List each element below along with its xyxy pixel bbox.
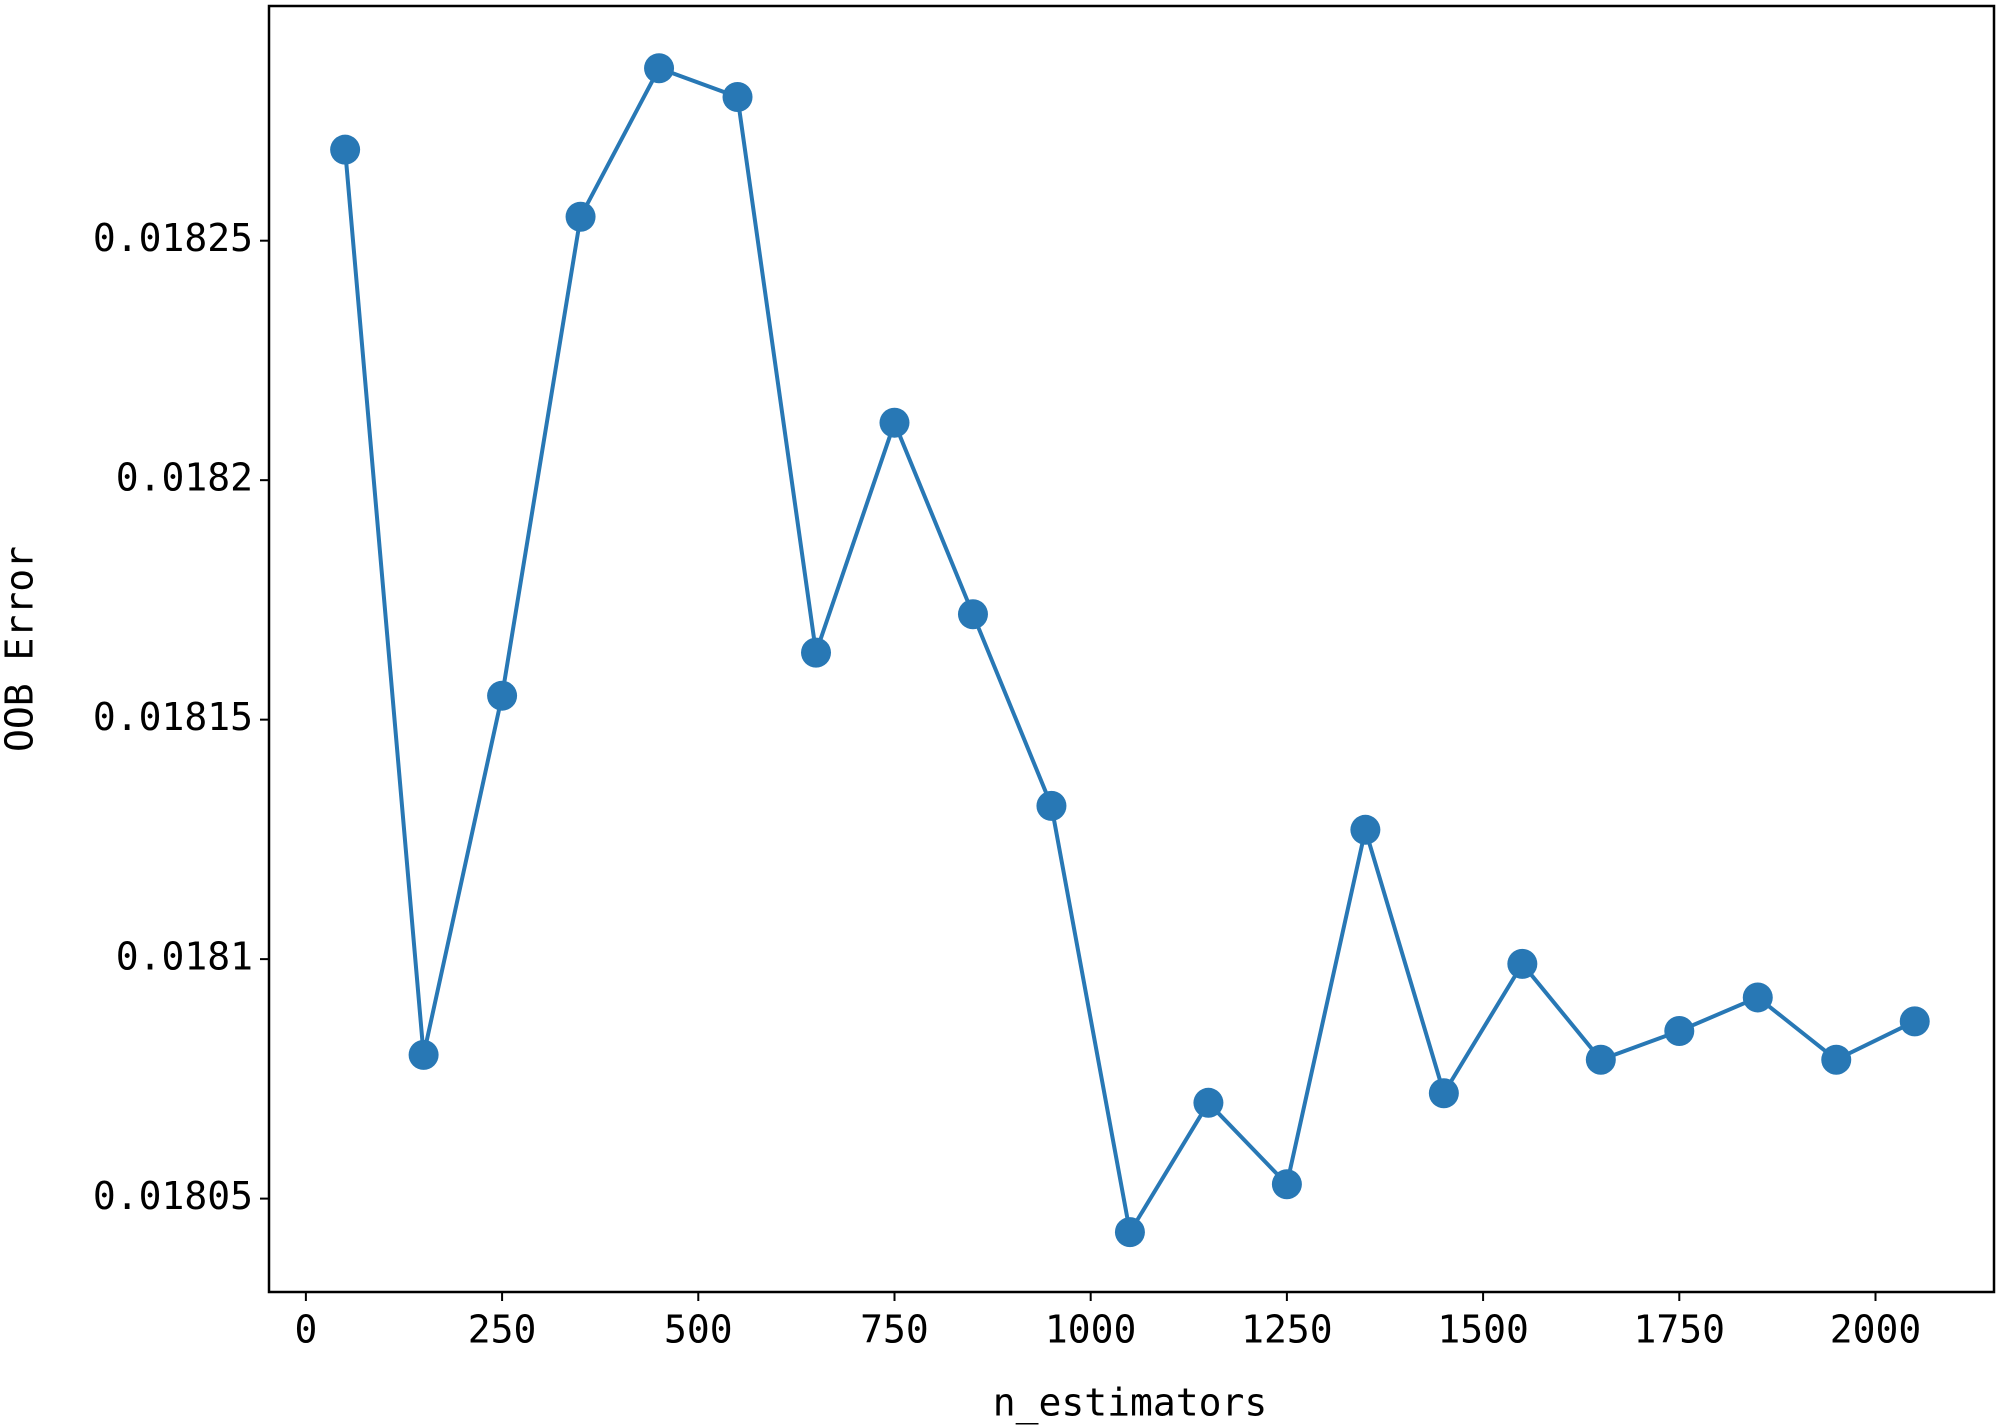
marker: [1350, 814, 1381, 845]
marker: [644, 53, 675, 84]
marker: [408, 1039, 439, 1070]
marker: [1585, 1044, 1616, 1075]
x-tick-label: 1500: [1437, 1308, 1529, 1352]
marker: [722, 82, 753, 113]
x-tick-label: 1750: [1634, 1308, 1726, 1352]
marker: [1114, 1217, 1145, 1248]
marker: [1664, 1015, 1695, 1046]
x-tick-label: 1250: [1241, 1308, 1333, 1352]
x-tick-label: 1000: [1045, 1308, 1137, 1352]
y-tick-label: 0.01825: [93, 216, 253, 260]
marker: [957, 599, 988, 630]
x-axis-label: n_estimators: [993, 1381, 1268, 1426]
marker: [565, 201, 596, 232]
x-tick-label: 0: [294, 1308, 317, 1352]
line: [343, 65, 1916, 1238]
y-tick-label: 0.01805: [93, 1174, 253, 1218]
y-tick-label: 0.0181: [116, 935, 253, 979]
x-tick-label: 2000: [1830, 1308, 1922, 1352]
marker: [487, 680, 518, 711]
x-tick-label: 250: [468, 1308, 537, 1352]
marker: [879, 407, 910, 438]
marker: [1742, 982, 1773, 1013]
marker: [1271, 1169, 1302, 1200]
marker: [1899, 1006, 1930, 1037]
marker: [1507, 948, 1538, 979]
marker: [1193, 1087, 1224, 1118]
marker: [801, 637, 832, 668]
marker: [1428, 1078, 1459, 1109]
plot-frame: [267, 4, 1996, 1294]
marker: [1821, 1044, 1852, 1075]
x-tick-label: 500: [664, 1308, 733, 1352]
y-axis-label: OOB Error: [0, 546, 42, 752]
marker: [330, 134, 361, 165]
y-tick-label: 0.01815: [93, 695, 253, 739]
marker: [1036, 790, 1067, 821]
y-tick-label: 0.0182: [116, 456, 253, 500]
x-tick-label: 750: [860, 1308, 929, 1352]
